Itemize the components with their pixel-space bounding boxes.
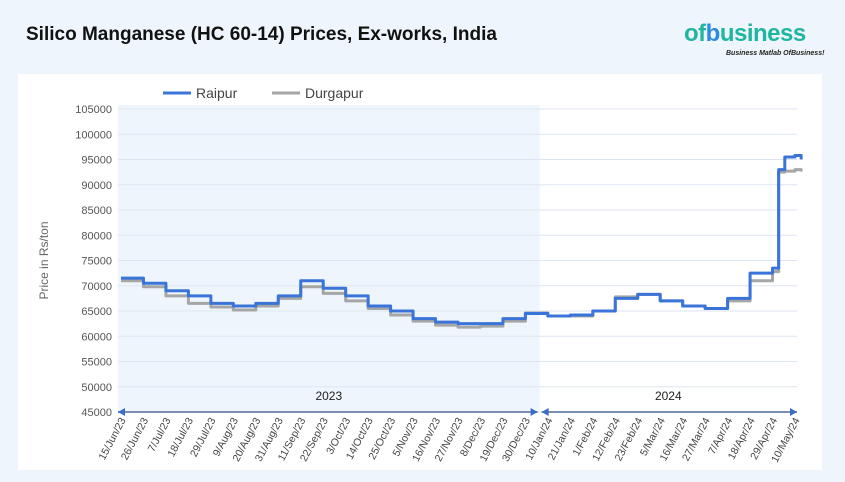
legend-label-durgapur: Durgapur [305, 85, 364, 101]
y-axis-label: Price in Rs/ton [37, 221, 51, 299]
y-tick-label: 65000 [81, 306, 112, 318]
arrowhead-icon [790, 408, 797, 416]
y-tick-label: 95000 [81, 155, 112, 167]
arrowhead-icon [530, 408, 538, 416]
y-tick-label: 100000 [75, 129, 112, 141]
y-tick-label: 50000 [81, 382, 112, 394]
year-label-2023: 2023 [315, 389, 342, 403]
y-tick-label: 70000 [81, 281, 112, 293]
ofbusiness-logo: ofbusiness Business Matlab OfBusiness! [684, 20, 825, 57]
legend-label-raipur: Raipur [196, 85, 238, 101]
y-tick-label: 45000 [81, 407, 112, 419]
arrowhead-icon [118, 408, 125, 416]
year-label-2024: 2024 [655, 389, 682, 403]
y-tick-label: 85000 [81, 205, 112, 217]
y-tick-label: 80000 [81, 230, 112, 242]
y-tick-label: 55000 [81, 357, 112, 369]
y-tick-label: 105000 [75, 104, 112, 116]
y-tick-label: 75000 [81, 256, 112, 268]
year-2023-shading [118, 105, 540, 412]
chart-title: Silico Manganese (HC 60-14) Prices, Ex-w… [26, 24, 497, 45]
y-tick-label: 90000 [81, 180, 112, 192]
series-line-raipur [121, 153, 803, 326]
arrowhead-icon [541, 408, 549, 416]
y-tick-label: 60000 [81, 331, 112, 343]
